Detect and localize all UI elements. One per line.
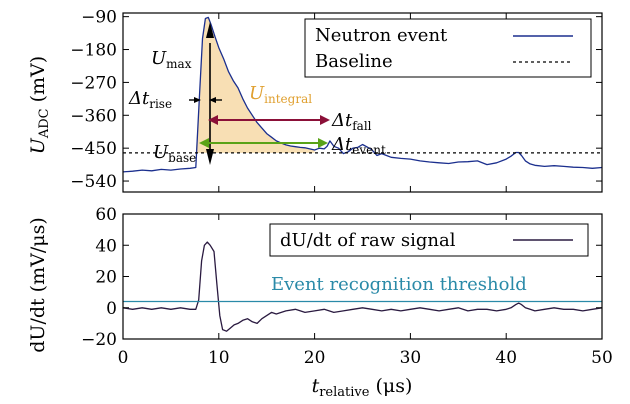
dt-rise-arrowhead-left — [194, 97, 201, 103]
x-label-main: t — [312, 375, 320, 397]
bottom-y-tick-label: −20 — [81, 330, 117, 350]
top-legend: Neutron event Baseline — [304, 18, 592, 78]
top-y-label-unit: (mV) — [27, 56, 49, 109]
bottom-y-tick-label: 40 — [95, 236, 117, 256]
top-x-ticks — [122, 13, 603, 192]
bottom-x-ticks: 0 10 20 30 40 50 — [118, 214, 613, 368]
bottom-series-group — [122, 241, 603, 332]
x-label-unit: (μs) — [369, 375, 412, 397]
bottom-y-tick-label: 20 — [95, 268, 117, 288]
dt-rise-arrowhead-right — [209, 97, 216, 103]
top-y-tick-label: −180 — [70, 41, 117, 61]
top-y-label-sub: ADC — [37, 108, 52, 139]
dt-event-main: Δt — [331, 134, 353, 155]
legend-neutron-label: Neutron event — [315, 25, 448, 46]
top-plot-frame — [122, 12, 603, 193]
threshold-label: Event recognition threshold — [271, 274, 527, 295]
neutron-event-line — [122, 16, 603, 173]
bottom-y-tick-label: 0 — [106, 299, 117, 319]
u-max-label: Umax — [151, 48, 192, 71]
bottom-x-tick-label: 0 — [118, 348, 129, 368]
dt-fall-arrowhead-right — [320, 115, 330, 125]
x-label-sub: relative — [319, 385, 370, 400]
bottom-x-tick-label: 40 — [495, 348, 517, 368]
legend-dudt-label: dU/dt of raw signal — [280, 230, 456, 251]
top-y-tick-label: −450 — [70, 139, 117, 159]
dt-event-label: Δtevent — [331, 134, 386, 157]
u-integral-label: Uintegral — [249, 83, 312, 106]
bottom-legend: dU/dt of raw signal — [269, 223, 589, 257]
bottom-x-tick-label: 50 — [591, 348, 613, 368]
u-max-sub: max — [166, 57, 192, 71]
dt-event-sub: event — [352, 143, 386, 157]
dt-fall-label: Δtfall — [331, 110, 372, 133]
bottom-y-axis-label: dU/dt (mV/μs) — [27, 217, 49, 352]
u-max-main: U — [151, 48, 167, 69]
u-max-arrowhead-bottom — [206, 149, 214, 165]
top-y-axis-label: UADC (mV) — [27, 56, 52, 154]
dt-event-arrowhead-right — [318, 138, 328, 148]
top-y-tick-label: −270 — [70, 73, 117, 93]
top-y-tick-label: −90 — [81, 8, 117, 28]
dt-fall-main: Δt — [331, 110, 353, 131]
dt-event-arrowhead-left — [199, 138, 209, 148]
top-legend-box — [304, 18, 592, 78]
bottom-x-tick-label: 10 — [208, 348, 230, 368]
dt-rise-main: Δt — [128, 88, 150, 109]
dt-rise-sub: rise — [149, 97, 172, 111]
dt-rise-label: Δtrise — [128, 88, 172, 111]
u-integral-sub: integral — [264, 92, 312, 106]
dudt-line — [122, 241, 603, 332]
legend-baseline-label: Baseline — [315, 51, 393, 72]
top-y-label-main: U — [27, 137, 49, 154]
u-max-arrowhead-top — [206, 22, 214, 38]
dt-fall-arrowhead-left — [208, 115, 218, 125]
bottom-x-tick-label: 20 — [304, 348, 326, 368]
u-base-main: U — [153, 142, 169, 163]
x-axis-label: trelative (μs) — [312, 375, 413, 400]
top-y-tick-label: −360 — [70, 106, 117, 126]
bottom-y-tick-label: 60 — [95, 205, 117, 225]
top-y-ticks: −90 −180 −270 −360 −450 −540 — [70, 8, 602, 192]
top-panel: −90−180−270−360−450−540 UADC (mV) Umax — [27, 8, 603, 193]
top-series-group — [122, 16, 603, 173]
u-base-sub: base — [168, 151, 196, 165]
u-integral-main: U — [249, 83, 265, 104]
dt-fall-sub: fall — [352, 119, 371, 133]
bottom-y-ticks: 60 40 20 0 −20 — [81, 205, 602, 350]
top-y-tick-label: −540 — [70, 172, 117, 192]
u-base-label: Ubase — [153, 142, 196, 165]
bottom-x-tick-label: 30 — [400, 348, 422, 368]
annotation-arrows — [189, 22, 330, 165]
